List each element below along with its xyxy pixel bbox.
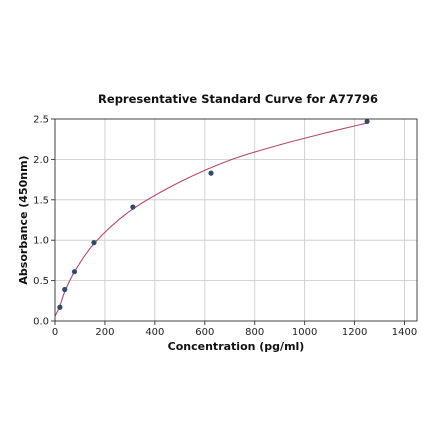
axes: 0 200 400 600 800 1000 1200 1400 0.0 0.5 1.0 1.5 2.0…: [33, 115, 418, 338]
gridlines: [54, 118, 417, 322]
fit-curve-layer: [54, 122, 368, 317]
y-tick-label: 2.0: [33, 155, 49, 166]
x-tick-label: 1400: [392, 327, 417, 338]
plot-frame: [54, 118, 418, 322]
x-tick-label: 1200: [342, 327, 367, 338]
y-tick-label: 1.0: [33, 236, 49, 247]
x-axis-label: Concentration (pg/ml): [168, 340, 305, 353]
y-tick-label: 0.5: [33, 276, 49, 287]
chart-title: Representative Standard Curve for A77796: [98, 92, 378, 106]
x-tick-label: 400: [145, 327, 164, 338]
data-point-2: [71, 269, 78, 275]
x-tick-label: 1000: [292, 327, 317, 338]
data-point-4: [130, 204, 136, 210]
y-tick-label: 2.5: [33, 115, 49, 126]
x-tick-label: 0: [52, 327, 58, 338]
x-tick-label: 600: [195, 327, 214, 338]
x-tick-label: 200: [95, 327, 114, 338]
y-axis-label: Absorbance (450nm): [17, 155, 30, 284]
fitted-curve-line: [54, 122, 368, 317]
y-tick-label: 1.5: [33, 195, 49, 206]
y-tick-label: 0.0: [33, 317, 49, 328]
data-point-0: [57, 304, 63, 310]
data-point-1: [62, 286, 68, 293]
x-tick-label: 800: [245, 327, 264, 338]
data-points: [57, 118, 370, 310]
data-point-3: [91, 240, 97, 246]
data-point-6: [364, 118, 370, 125]
data-point-5: [208, 170, 214, 176]
